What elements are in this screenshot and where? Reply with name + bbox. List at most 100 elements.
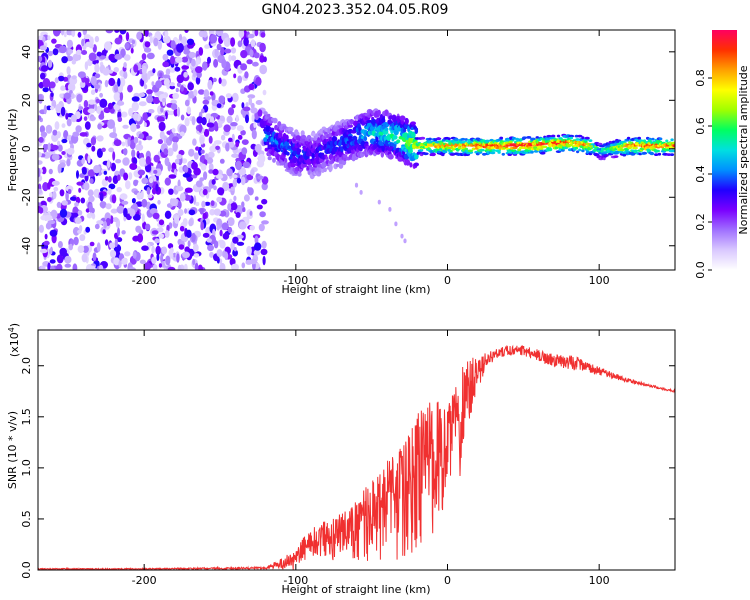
y-tick-label: 2.0 xyxy=(20,357,33,375)
noise-speckle xyxy=(96,51,102,57)
noise-speckle xyxy=(209,208,216,216)
noise-speckle xyxy=(231,153,239,158)
signal-cell xyxy=(541,145,548,149)
noise-speckle xyxy=(65,112,69,120)
noise-speckle xyxy=(226,168,233,177)
noise-speckle xyxy=(241,147,248,155)
noise-speckle xyxy=(76,181,84,186)
signal-cell xyxy=(408,136,414,144)
noise-speckle xyxy=(71,59,77,65)
noise-speckle xyxy=(151,81,155,86)
x-tick-label: -100 xyxy=(283,274,308,287)
stray-point xyxy=(377,199,381,205)
noise-speckle xyxy=(130,47,134,54)
signal-cell xyxy=(511,136,516,140)
noise-speckle xyxy=(241,201,245,208)
noise-speckle xyxy=(147,71,151,80)
spectrogram-y-ticks: -40 -20 0 20 40 xyxy=(20,45,675,255)
signal-cell xyxy=(384,109,389,117)
noise-speckle xyxy=(42,87,49,93)
signal-core xyxy=(645,143,647,147)
noise-speckle xyxy=(61,123,66,128)
noise-speckle xyxy=(141,213,145,223)
noise-speckle xyxy=(133,180,138,187)
signal-cell xyxy=(378,131,384,136)
signal-core xyxy=(546,141,549,145)
noise-speckle xyxy=(72,263,78,270)
noise-speckle xyxy=(56,201,62,208)
noise-speckle xyxy=(78,187,82,193)
noise-speckle xyxy=(162,35,171,44)
noise-speckle xyxy=(159,72,163,78)
signal-core xyxy=(551,141,553,145)
signal-core xyxy=(585,142,587,146)
noise-speckle xyxy=(199,137,205,145)
noise-speckle xyxy=(129,163,138,170)
y-tick-label: 40 xyxy=(20,45,33,59)
signal-cell xyxy=(269,127,275,131)
signal-core xyxy=(665,143,668,147)
noise-speckle xyxy=(38,55,43,63)
signal-cell xyxy=(551,134,556,138)
noise-speckle xyxy=(224,48,232,54)
noise-speckle xyxy=(70,114,77,123)
noise-speckle xyxy=(100,110,104,120)
noise-speckle xyxy=(168,174,177,179)
snr-frame xyxy=(37,329,676,571)
noise-speckle xyxy=(38,142,42,147)
signal-core xyxy=(438,143,440,147)
noise-speckle xyxy=(141,177,149,185)
noise-speckle xyxy=(254,235,259,245)
noise-speckle xyxy=(113,67,120,73)
noise-speckle xyxy=(247,33,255,39)
noise-speckle xyxy=(54,77,59,84)
x-tick-label: 100 xyxy=(589,274,610,287)
noise-speckle xyxy=(204,153,209,160)
signal-cell xyxy=(457,146,462,150)
noise-speckle xyxy=(107,119,116,129)
noise-speckle xyxy=(82,245,89,253)
noise-speckle xyxy=(261,198,268,205)
signal-cell xyxy=(490,151,496,155)
signal-core xyxy=(489,143,491,147)
noise-speckle xyxy=(231,174,238,179)
noise-speckle xyxy=(181,56,189,63)
noise-speckle xyxy=(219,229,223,237)
noise-speckle xyxy=(141,198,148,208)
noise-speckle xyxy=(217,187,225,196)
signal-cell xyxy=(316,140,322,144)
noise-speckle xyxy=(241,139,249,146)
noise-speckle xyxy=(63,92,71,100)
noise-speckle xyxy=(138,92,146,98)
signal-cell xyxy=(491,149,496,152)
noise-speckle xyxy=(47,35,51,41)
noise-speckle xyxy=(113,84,119,93)
noise-speckle xyxy=(209,116,215,124)
noise-speckle xyxy=(186,229,192,238)
signal-cell xyxy=(363,135,368,142)
signal-cell xyxy=(272,157,276,163)
signal-core xyxy=(541,142,543,145)
noise-speckle xyxy=(153,154,160,163)
noise-speckle xyxy=(42,78,51,88)
noise-speckle xyxy=(114,53,123,60)
noise-speckle xyxy=(131,198,136,204)
noise-speckle xyxy=(117,116,123,123)
noise-speckle xyxy=(119,91,124,101)
signal-cell xyxy=(581,136,585,140)
noise-speckle xyxy=(81,50,88,55)
signal-core xyxy=(452,143,454,147)
signal-cell xyxy=(311,153,316,159)
noise-speckle xyxy=(38,167,41,178)
noise-speckle xyxy=(94,103,98,112)
signal-cell xyxy=(420,136,426,140)
signal-cell xyxy=(539,147,544,151)
noise-speckle xyxy=(83,182,90,191)
signal-cell xyxy=(581,149,585,153)
noise-speckle xyxy=(216,249,223,258)
noise-speckle xyxy=(219,258,223,265)
signal-cell xyxy=(542,151,546,155)
signal-cell xyxy=(413,162,419,167)
noise-speckle xyxy=(225,93,232,99)
signal-cell xyxy=(297,148,302,153)
